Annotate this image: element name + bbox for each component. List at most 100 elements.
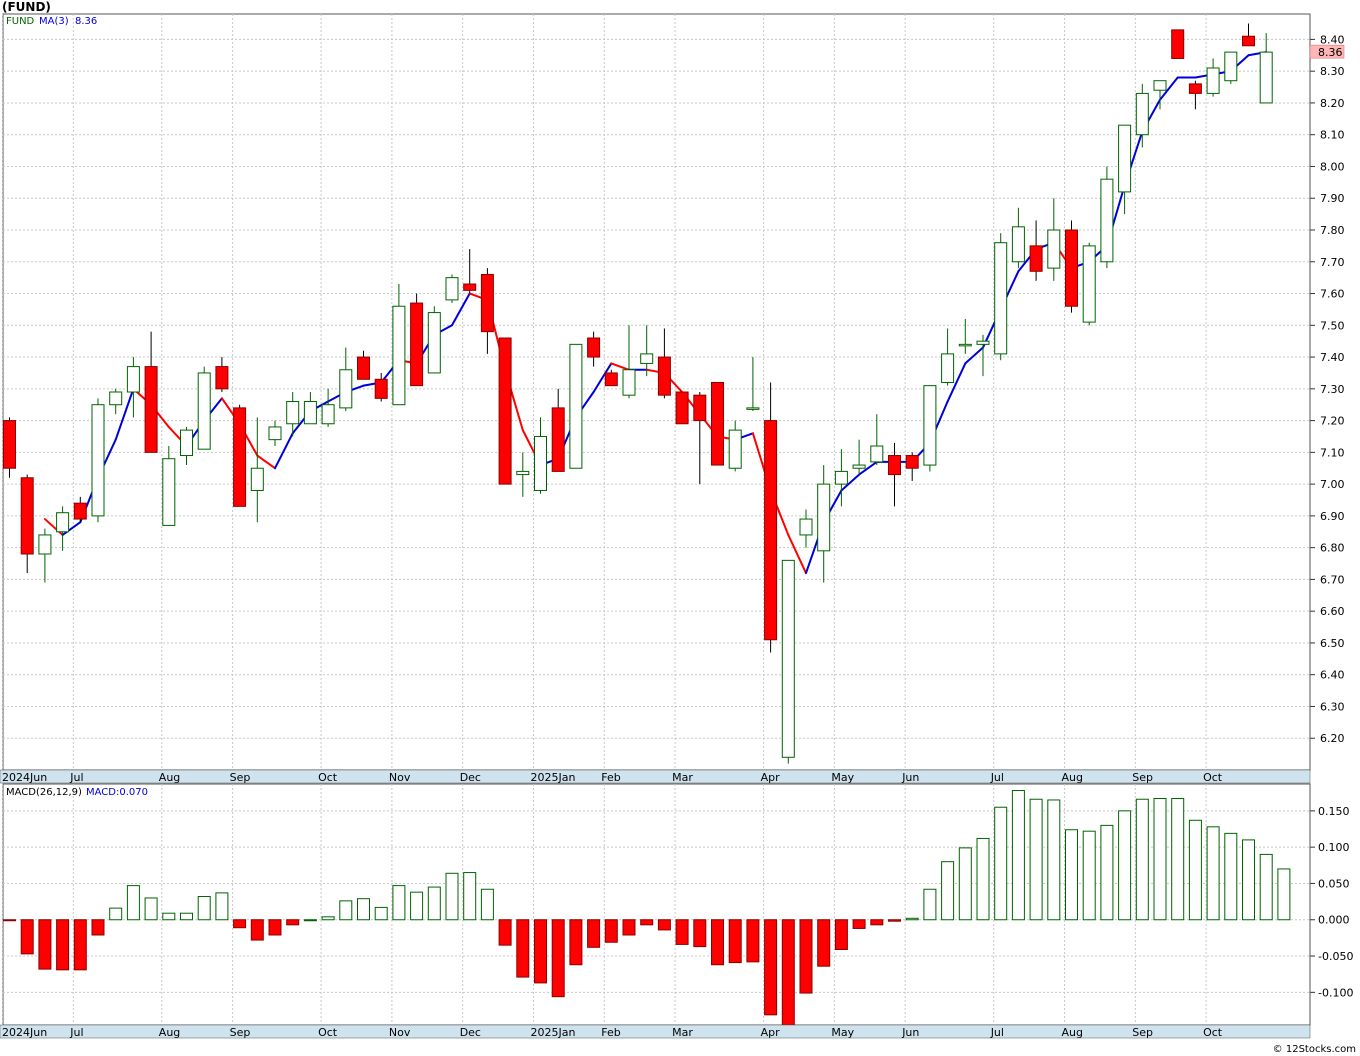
price-x-tick-label: Jun xyxy=(901,771,919,784)
price-y-tick-label: 6.50 xyxy=(1320,637,1345,650)
candle-up xyxy=(445,274,459,304)
price-y-tick-label: 7.30 xyxy=(1320,383,1345,396)
candle-body xyxy=(498,337,512,485)
candle-body xyxy=(1206,67,1220,94)
price-y-tick-label: 6.30 xyxy=(1320,700,1345,713)
macd-bar-positive xyxy=(144,897,158,921)
macd-x-tick-label: Sep xyxy=(1132,1026,1153,1039)
candle-body xyxy=(888,455,901,476)
candle-body xyxy=(427,312,441,374)
price-y-tick-label: 7.40 xyxy=(1320,351,1345,364)
price-x-tick-label: Dec xyxy=(460,771,481,784)
candle-body xyxy=(303,401,317,425)
credit-text: © 12Stocks.com xyxy=(1273,1044,1356,1055)
candle-body xyxy=(91,404,105,517)
candle-body xyxy=(534,435,547,491)
macd-bar-positive xyxy=(976,837,990,921)
candle-up xyxy=(976,334,990,377)
price-x-tick-label: Jul xyxy=(990,771,1004,784)
candle-up xyxy=(321,388,335,427)
candle-up xyxy=(197,366,211,450)
candle-body xyxy=(1171,29,1185,59)
macd-x-tick-label: Oct xyxy=(318,1026,338,1039)
price-y-tick-label: 7.10 xyxy=(1320,446,1345,459)
price-y-tick-label: 8.20 xyxy=(1320,97,1345,110)
candle-up xyxy=(286,392,300,437)
macd-bar-positive xyxy=(1206,826,1220,921)
candle-body xyxy=(516,470,530,476)
macd-bar-negative xyxy=(569,919,583,966)
candle-body xyxy=(321,404,335,425)
ma3-segment xyxy=(610,362,630,371)
candle-up xyxy=(1206,58,1220,97)
macd-bar-negative xyxy=(516,919,530,978)
candle-body xyxy=(941,353,955,383)
candle-up xyxy=(994,233,1008,361)
candle-down xyxy=(905,452,919,481)
ma3-segment xyxy=(274,432,294,470)
candle-up xyxy=(622,325,636,399)
candle-body xyxy=(675,391,689,425)
macd-bar-positive xyxy=(1242,839,1255,921)
macd-x-tick-label: Aug xyxy=(159,1026,180,1039)
macd-x-tick-label: Jun xyxy=(901,1026,919,1039)
macd-bar-positive xyxy=(1029,798,1043,921)
macd-bar-negative xyxy=(91,919,105,936)
candle-down xyxy=(498,337,512,485)
macd-bar-negative xyxy=(852,919,866,929)
macd-bar-negative xyxy=(20,919,34,955)
candle-up xyxy=(1259,33,1273,104)
macd-bar-positive xyxy=(109,907,123,921)
candle-body xyxy=(604,372,618,387)
candle-up xyxy=(923,385,937,472)
macd-bar-positive xyxy=(1065,829,1078,921)
price-x-tick-label: Apr xyxy=(761,771,781,784)
candle-body xyxy=(870,445,884,463)
candle-up xyxy=(162,446,176,526)
candle-up xyxy=(870,414,884,466)
macd-x-tick-label: Sep xyxy=(230,1026,251,1039)
price-y-tick-label: 6.60 xyxy=(1320,605,1345,618)
candle-up xyxy=(640,325,654,377)
price-x-tick-label: Jul xyxy=(69,771,83,784)
macd-y-tick-label: -0.100 xyxy=(1318,986,1353,999)
candle-body xyxy=(126,366,140,393)
candle-up xyxy=(1011,207,1025,269)
price-y-tick-label: 7.50 xyxy=(1320,319,1345,332)
macd-bar-negative xyxy=(286,919,300,926)
candle-down xyxy=(144,331,158,453)
macd-x-tick-label: Aug xyxy=(1062,1026,1083,1039)
candle-down xyxy=(3,417,16,478)
macd-legend-value: MACD:0.070 xyxy=(86,787,148,798)
macd-bar-positive xyxy=(1082,830,1096,921)
candle-body xyxy=(1118,124,1132,193)
candle-body xyxy=(764,420,778,641)
macd-y-tick-label: 0.000 xyxy=(1318,914,1350,927)
candle-body xyxy=(746,407,760,410)
macd-bar-positive xyxy=(197,896,211,921)
candle-body xyxy=(1082,245,1096,323)
macd-bar-negative xyxy=(3,919,16,922)
price-pane: 6.20 6.30 6.40 6.50 6.60 6.70 6.80 6.90 7.00 7.10… xyxy=(2,13,1345,771)
legend-ma-value: 8.36 xyxy=(75,16,97,27)
candle-body xyxy=(994,242,1008,355)
macd-bar-positive xyxy=(180,912,193,921)
macd-bar-positive xyxy=(1100,824,1114,921)
price-y-tick-label: 6.40 xyxy=(1320,669,1345,682)
candle-down xyxy=(73,496,87,523)
chart-title: (FUND) xyxy=(2,0,51,14)
price-x-tick-label: 2024Jun xyxy=(2,771,47,784)
ma3-segment xyxy=(592,362,613,393)
candle-body xyxy=(1047,229,1061,269)
candle-down xyxy=(1242,23,1255,47)
macd-bar-positive xyxy=(1224,832,1238,921)
macd-x-tick-label: May xyxy=(831,1026,854,1039)
candle-up xyxy=(339,347,353,412)
candle-body xyxy=(728,429,742,469)
last-price-tag-text: 8.36 xyxy=(1318,46,1343,59)
macd-bar-negative xyxy=(693,919,707,948)
candle-body xyxy=(56,512,70,533)
price-y-tick-label: 6.80 xyxy=(1320,542,1345,555)
